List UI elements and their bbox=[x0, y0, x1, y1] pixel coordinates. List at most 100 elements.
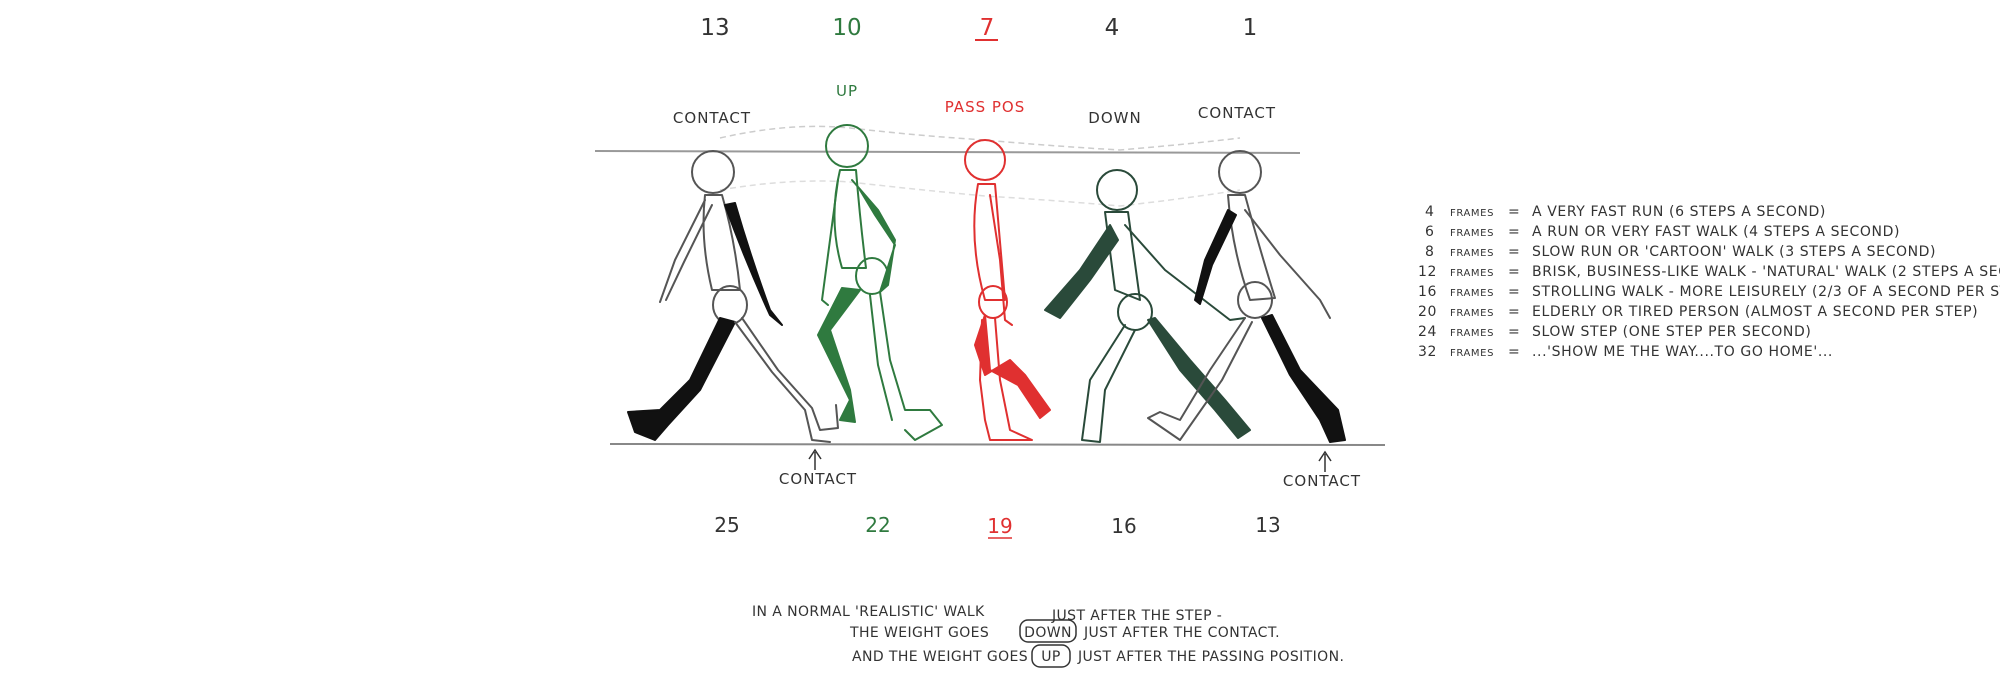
timing-description: SLOW STEP (ONE STEP PER SECOND) bbox=[1532, 324, 1811, 340]
figure3-front-leg bbox=[979, 317, 1033, 441]
bottom-frame-22: 22 bbox=[865, 513, 890, 537]
timing-description: A RUN OR VERY FAST WALK (4 STEPS A SECON… bbox=[1532, 224, 1900, 240]
top-frame-10: 10 bbox=[832, 15, 861, 41]
timing-description: STROLLING WALK - MORE LEISURELY (2/3 OF … bbox=[1532, 284, 2000, 300]
top-frame-numbers: 13 10 7 4 1 bbox=[700, 15, 1257, 41]
timing-unit: FRAMES bbox=[1450, 228, 1494, 239]
note-line-2-post-b: JUST AFTER THE CONTACT. bbox=[1083, 625, 1280, 641]
timing-row: 24 FRAMES = SLOW STEP (ONE STEP PER SECO… bbox=[1418, 324, 1811, 340]
timing-row: 8 FRAMES = SLOW RUN OR 'CARTOON' WALK (3… bbox=[1425, 244, 1936, 260]
bottom-frame-19: 19 bbox=[987, 514, 1012, 538]
timing-count: 24 bbox=[1418, 324, 1437, 340]
figure4-torso bbox=[1104, 211, 1141, 301]
figure4-back-leg bbox=[1147, 317, 1251, 439]
figure4-front-leg bbox=[1081, 324, 1136, 443]
figure4-pelvis bbox=[1117, 293, 1153, 331]
timing-unit: FRAMES bbox=[1450, 268, 1494, 279]
figure3-head bbox=[964, 139, 1006, 181]
timing-table: 4 FRAMES = A VERY FAST RUN (6 STEPS A SE… bbox=[1418, 204, 2000, 360]
figure2-back-arm bbox=[851, 179, 896, 293]
figure-passing bbox=[964, 139, 1051, 441]
timing-row: 4 FRAMES = A VERY FAST RUN (6 STEPS A SE… bbox=[1425, 204, 1826, 220]
timing-row: 16 FRAMES = STROLLING WALK - MORE LEISUR… bbox=[1418, 284, 2000, 300]
timing-description: SLOW RUN OR 'CARTOON' WALK (3 STEPS A SE… bbox=[1532, 244, 1936, 260]
ground-line bbox=[609, 443, 1386, 446]
timing-unit: FRAMES bbox=[1450, 328, 1494, 339]
note-line-3-pre: AND THE WEIGHT GOES bbox=[852, 649, 1028, 665]
contact-arrow-right bbox=[1318, 450, 1332, 472]
figure5-head bbox=[1218, 150, 1262, 194]
figure3-back-leg bbox=[974, 314, 1051, 419]
top-frame-4: 4 bbox=[1105, 15, 1120, 41]
timing-unit: FRAMES bbox=[1450, 248, 1494, 259]
timing-count: 32 bbox=[1418, 344, 1437, 360]
figure1-front-arm bbox=[659, 199, 713, 303]
top-frame-1: 1 bbox=[1243, 15, 1258, 41]
timing-description: ELDERLY OR TIRED PERSON (ALMOST A SECOND… bbox=[1532, 304, 1978, 320]
head-height-line bbox=[594, 150, 1301, 154]
ground-contact-markers: CONTACT CONTACT bbox=[779, 448, 1361, 490]
figure3-pelvis bbox=[978, 285, 1008, 319]
timing-equals: = bbox=[1508, 344, 1520, 360]
bottom-frame-numbers: 25 22 19 16 13 bbox=[714, 513, 1281, 539]
bottom-frame-25: 25 bbox=[714, 513, 739, 537]
figure-up bbox=[817, 124, 943, 441]
label-contact-right: CONTACT bbox=[1198, 104, 1276, 122]
note-line-2-pre: THE WEIGHT GOES bbox=[849, 625, 989, 641]
figure4-back-arm bbox=[1044, 224, 1119, 319]
pose-labels: CONTACT UP PASS POS DOWN CONTACT bbox=[673, 82, 1276, 127]
figure5-back-arm bbox=[1194, 209, 1237, 305]
figure5-back-leg bbox=[1261, 314, 1346, 443]
timing-description: ...'SHOW ME THE WAY....TO GO HOME'... bbox=[1532, 344, 1833, 360]
timing-description: A VERY FAST RUN (6 STEPS A SECOND) bbox=[1532, 204, 1826, 220]
top-frame-7: 7 bbox=[980, 15, 995, 41]
timing-count: 4 bbox=[1425, 204, 1435, 220]
timing-equals: = bbox=[1508, 324, 1520, 340]
head-arc-lower bbox=[719, 180, 1241, 207]
bottom-frame-13: 13 bbox=[1255, 513, 1280, 537]
figure-contact-left bbox=[627, 150, 839, 443]
ground-contact-left: CONTACT bbox=[779, 470, 857, 488]
timing-description: BRISK, BUSINESS-LIKE WALK - 'NATURAL' WA… bbox=[1532, 264, 2000, 280]
figure1-head bbox=[691, 150, 735, 194]
figure2-front-leg bbox=[869, 291, 943, 441]
up-box bbox=[1031, 644, 1071, 668]
figure3-arm bbox=[989, 194, 1013, 326]
label-contact-left: CONTACT bbox=[673, 109, 751, 127]
head-arc-upper bbox=[719, 125, 1241, 151]
figure5-front-leg bbox=[1147, 317, 1253, 441]
timing-count: 8 bbox=[1425, 244, 1435, 260]
timing-unit: FRAMES bbox=[1450, 208, 1494, 219]
down-box bbox=[1019, 619, 1077, 643]
top-frame-13: 13 bbox=[700, 15, 729, 41]
bottom-frame-16: 16 bbox=[1111, 514, 1136, 538]
figure-down bbox=[1044, 169, 1251, 443]
figure2-front-arm bbox=[821, 179, 839, 306]
figure1-front-leg bbox=[734, 317, 839, 443]
figure2-torso bbox=[833, 169, 867, 269]
timing-row: 32 FRAMES = ...'SHOW ME THE WAY....TO GO… bbox=[1418, 344, 1833, 360]
note-line-2-post-a: JUST AFTER THE STEP - bbox=[1051, 608, 1222, 624]
figure5-torso bbox=[1227, 194, 1276, 301]
timing-equals: = bbox=[1508, 204, 1520, 220]
contact-arrow-left bbox=[808, 448, 822, 470]
figure4-front-arm bbox=[1124, 224, 1246, 321]
timing-count: 16 bbox=[1418, 284, 1437, 300]
timing-equals: = bbox=[1508, 224, 1520, 240]
timing-count: 20 bbox=[1418, 304, 1437, 320]
timing-equals: = bbox=[1508, 244, 1520, 260]
figure4-head bbox=[1096, 169, 1138, 211]
note-line-2-box: DOWN bbox=[1024, 625, 1072, 641]
figure1-back-arm bbox=[724, 202, 783, 326]
timing-count: 6 bbox=[1425, 224, 1435, 240]
label-down: DOWN bbox=[1088, 109, 1141, 127]
figure5-front-arm bbox=[1244, 209, 1331, 319]
ground-contact-right: CONTACT bbox=[1283, 472, 1361, 490]
timing-equals: = bbox=[1508, 284, 1520, 300]
timing-equals: = bbox=[1508, 304, 1520, 320]
timing-row: 12 FRAMES = BRISK, BUSINESS-LIKE WALK - … bbox=[1418, 264, 2000, 280]
figure5-pelvis bbox=[1237, 281, 1273, 319]
note-line-3-post: JUST AFTER THE PASSING POSITION. bbox=[1077, 649, 1344, 665]
note-line-3-box: UP bbox=[1041, 649, 1061, 665]
